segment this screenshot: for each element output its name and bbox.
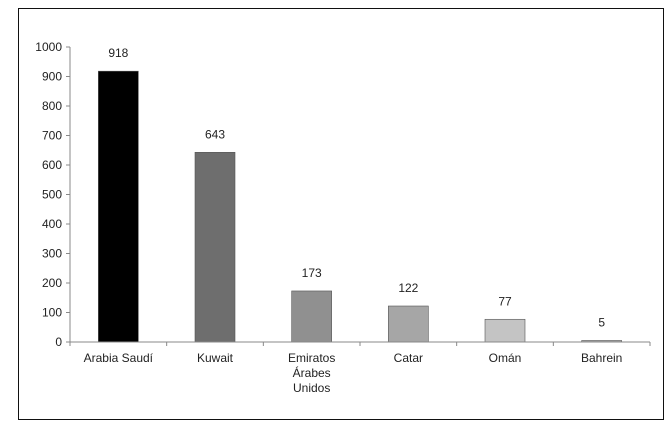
data-label-3: 122	[398, 281, 418, 295]
data-label-2: 173	[302, 266, 322, 280]
y-tick-label: 400	[42, 217, 62, 231]
bar-4	[484, 318, 526, 343]
category-label-2-line-1: Árabes	[293, 365, 331, 380]
y-tick-label: 800	[42, 99, 62, 113]
category-label-2-line-0: Emiratos	[288, 351, 335, 365]
bar-2	[291, 290, 332, 343]
y-tick-label: 600	[42, 158, 62, 172]
bar-1	[194, 152, 236, 343]
category-label-0: Arabia Saudí	[84, 351, 154, 365]
category-label-4: Omán	[489, 351, 522, 365]
bar-3	[388, 305, 429, 343]
bars: 918 643 173 122 77 5	[98, 46, 622, 343]
y-tick-label: 0	[55, 335, 62, 349]
data-label-1: 643	[205, 127, 225, 141]
bar-0	[98, 70, 139, 343]
category-label-2-line-2: Unidos	[293, 381, 330, 395]
data-label-4: 77	[498, 294, 512, 308]
y-axis: 0 100 200 300 400 500 600 700 800 900 1000	[35, 40, 71, 349]
y-tick-label: 200	[42, 276, 62, 290]
y-tick-label: 1000	[35, 40, 62, 54]
y-tick-label: 900	[42, 70, 62, 84]
y-tick-label: 300	[42, 247, 62, 261]
y-tick-label: 100	[42, 306, 62, 320]
y-tick-label: 500	[42, 188, 62, 202]
data-label-5: 5	[598, 316, 605, 330]
category-label-1: Kuwait	[197, 351, 234, 365]
category-label-5: Bahrein	[581, 351, 622, 365]
y-tick-label: 700	[42, 129, 62, 143]
category-label-3: Catar	[394, 351, 423, 365]
data-label-0: 918	[108, 46, 128, 60]
